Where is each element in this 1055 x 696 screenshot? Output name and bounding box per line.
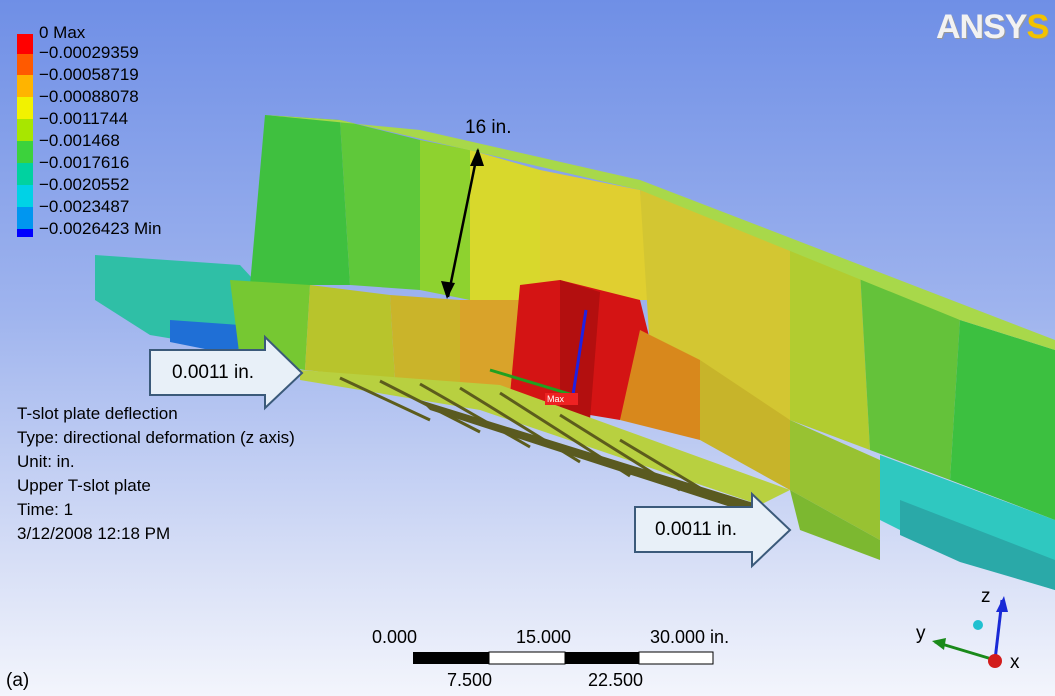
legend-swatch [17, 97, 33, 119]
legend-swatch [17, 75, 33, 97]
triad-label-z: z [981, 586, 991, 607]
dimension-line [446, 149, 480, 298]
legend-swatch [17, 34, 33, 54]
triad-label-x: x [1010, 652, 1020, 673]
upper-plate-left [250, 115, 350, 285]
result-info: T-slot plate deflection Type: directiona… [17, 402, 295, 546]
scale-bar-seg2 [488, 651, 566, 665]
max-marker-box [545, 393, 578, 405]
scale-label-7-5: 7.500 [447, 670, 493, 690]
upper-plate-seg7 [790, 240, 870, 450]
upper-plate-seg8 [860, 270, 960, 480]
callout-left-arrow [149, 334, 304, 411]
legend-swatch [17, 229, 33, 237]
triad-y-head [932, 638, 946, 650]
legend-swatch [17, 119, 33, 141]
info-unit: Unit: in. [17, 452, 75, 471]
model-axis-z [571, 309, 588, 396]
callout-left-text: 0.0011 in. [172, 362, 255, 383]
scale-label-30: 30.000 in. [650, 627, 730, 647]
slot-strip [300, 370, 790, 505]
ansys-logo: ANSYS [936, 8, 1049, 46]
slot-strip-dark [420, 400, 760, 510]
legend-swatch [17, 185, 33, 207]
triad-y-axis [934, 640, 996, 662]
right-flange-shade [900, 500, 1055, 590]
info-title: T-slot plate deflection [17, 404, 178, 423]
upper-plate-seg2 [340, 120, 420, 290]
scale-label-15: 15.000 [516, 627, 572, 647]
legend-swatch [17, 207, 33, 229]
legend-swatch [17, 163, 33, 185]
lower-body-right3 [790, 490, 880, 560]
scale-bar-seg3 [565, 652, 639, 664]
triad-z-head [996, 596, 1008, 612]
panel-tag: (a) [6, 670, 30, 691]
lower-body-orange [620, 330, 700, 440]
upper-plate-seg9 [950, 320, 1055, 520]
scale-bar-seg1 [413, 652, 489, 664]
dimension-arrowhead-bottom [441, 281, 455, 299]
legend-label: −0.001468 [39, 131, 120, 150]
legend-label-min: −0.0026423 Min [39, 219, 162, 238]
legend-swatch [17, 54, 33, 75]
triad-origin [988, 654, 1002, 668]
dimension-arrowhead-top [470, 148, 484, 166]
lower-body-right2 [790, 420, 880, 540]
legend-label: −0.00029359 [39, 43, 139, 62]
upper-plate-seg3 [420, 140, 470, 300]
triad-view-sphere [973, 620, 983, 630]
callout-right-arrow [634, 491, 792, 569]
legend-label-max: 0 Max [39, 23, 86, 42]
info-time: Time: 1 [17, 500, 74, 519]
triad-label-y: y [916, 623, 926, 644]
callout-right-text: 0.0011 in. [655, 519, 738, 540]
legend-label: −0.00058719 [39, 65, 139, 84]
legend-swatch [17, 141, 33, 163]
lower-body-mid1 [305, 285, 395, 380]
lower-body-right1 [700, 360, 790, 490]
info-date: 3/12/2008 12:18 PM [17, 524, 171, 543]
scale-bar-seg4 [638, 651, 714, 665]
legend-label: −0.0011744 [39, 109, 129, 128]
info-type: Type: directional deformation (z axis) [17, 428, 295, 447]
scale-label-22-5: 22.500 [588, 670, 644, 690]
legend-label: −0.00088078 [39, 87, 139, 106]
lower-body-mid2 [390, 295, 460, 395]
legend-label: −0.0017616 [39, 153, 130, 172]
legend-label: −0.0020552 [39, 175, 130, 194]
info-body: Upper T-slot plate [17, 476, 151, 495]
upper-plate-seg4 [470, 150, 540, 300]
scale-label-0: 0.000 [372, 627, 418, 647]
max-marker-label: Max [547, 394, 565, 404]
dimension-label: 16 in. [465, 117, 512, 138]
upper-plate-seg5 [540, 170, 650, 300]
legend-label: −0.0023487 [39, 197, 130, 216]
model-axis-y [489, 368, 574, 397]
lower-body-left [230, 280, 310, 370]
